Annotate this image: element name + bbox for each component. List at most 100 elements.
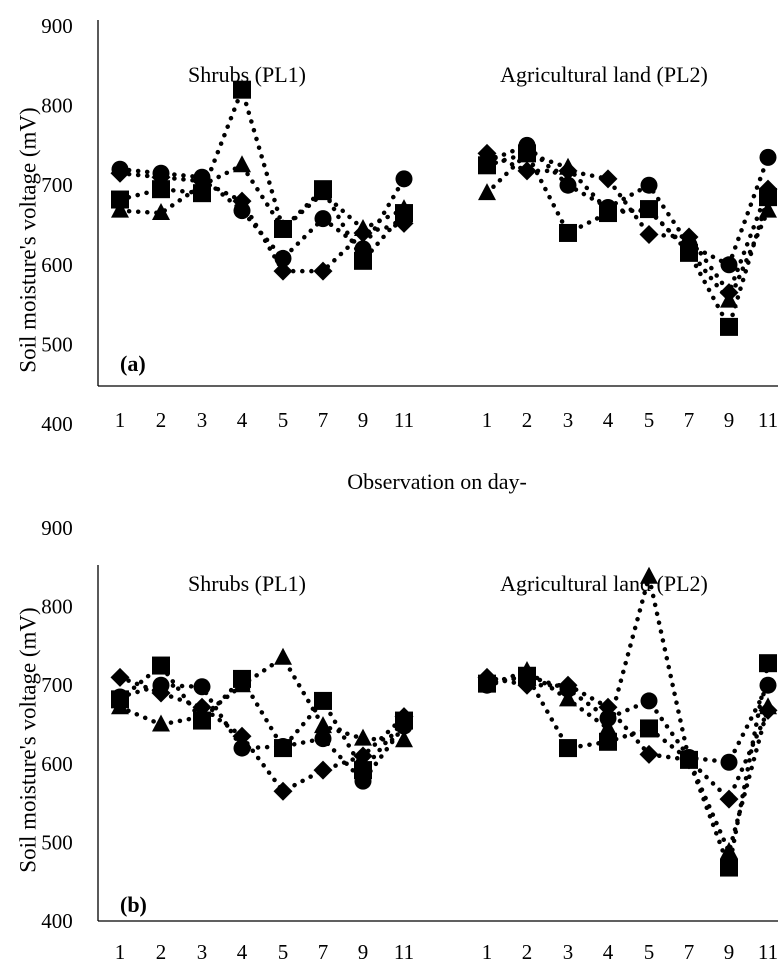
y-tick-label: 400	[41, 412, 73, 436]
group-title: Agricultural land (PL2)	[500, 62, 708, 87]
point-diamond	[719, 789, 739, 809]
point-square	[395, 711, 413, 730]
x-tick-label: 2	[522, 940, 533, 964]
x-tick-label: 1	[115, 408, 126, 432]
panel-label: (a)	[120, 351, 146, 376]
point-square	[152, 180, 170, 199]
point-square	[193, 711, 211, 730]
point-triangle	[314, 716, 332, 734]
point-triangle	[559, 689, 577, 707]
point-circle	[395, 170, 413, 188]
x-tick-label: 3	[563, 408, 574, 432]
x-tick-label: 3	[197, 408, 208, 432]
x-tick-label: 1	[482, 940, 493, 964]
x-axis-label: Observation on day-	[347, 469, 527, 494]
point-diamond	[639, 225, 659, 245]
point-diamond	[639, 744, 659, 764]
x-tick-label: 11	[758, 940, 778, 964]
point-triangle	[152, 203, 170, 221]
series-line-triangle	[484, 576, 771, 859]
point-square	[233, 80, 251, 99]
group-title: Shrubs (PL1)	[188, 571, 306, 596]
series-line-circle	[117, 167, 407, 262]
point-square	[354, 251, 372, 270]
panel-label: (b)	[120, 892, 147, 917]
series-line-diamond	[117, 675, 407, 795]
point-square	[478, 674, 496, 693]
point-square	[274, 219, 292, 238]
point-square	[193, 184, 211, 203]
point-circle	[314, 730, 332, 748]
point-square	[599, 732, 617, 751]
x-tick-label: 11	[394, 940, 414, 964]
point-diamond	[151, 683, 171, 703]
chart-panel-a: 400 500 600 700 800 900 Soil moisture's voltag…	[15, 14, 778, 494]
y-tick-label: 700	[41, 673, 73, 697]
point-triangle	[274, 647, 292, 665]
point-square	[152, 656, 170, 675]
y-tick-label: 800	[41, 595, 73, 619]
series-line-square	[484, 150, 771, 333]
point-triangle	[720, 290, 738, 308]
group-agricultural-land-pl2: Agricultural land (PL2) 1 2 3 4 5 7 9 11	[477, 62, 778, 432]
chart-panel-b: 400 500 600 700 800 900 Soil moisture's voltag…	[15, 516, 778, 964]
point-diamond	[598, 697, 618, 717]
x-tick-label: 2	[156, 408, 167, 432]
y-tick-label: 700	[41, 173, 73, 197]
point-square	[354, 761, 372, 780]
point-triangle	[640, 566, 658, 584]
point-triangle	[111, 200, 129, 218]
point-triangle	[354, 728, 372, 746]
x-tick-label: 4	[237, 940, 248, 964]
point-triangle	[354, 218, 372, 236]
point-square	[680, 750, 698, 769]
y-tick-label: 600	[41, 752, 73, 776]
point-diamond	[232, 726, 252, 746]
point-triangle	[759, 200, 777, 218]
point-square	[759, 188, 777, 207]
point-diamond	[517, 161, 537, 181]
point-diamond	[353, 746, 373, 766]
x-tick-label: 4	[603, 940, 614, 964]
point-circle	[720, 753, 738, 771]
point-square	[111, 690, 129, 709]
point-square	[518, 666, 536, 685]
point-square	[599, 204, 617, 223]
y-axis-label: Soil moisture's voltage (mV)	[15, 107, 40, 372]
point-triangle	[599, 718, 617, 736]
point-triangle	[759, 697, 777, 715]
x-tick-label: 1	[482, 408, 493, 432]
x-tick-label: 11	[758, 408, 778, 432]
x-tick-label: 4	[237, 408, 248, 432]
y-tick-label: 600	[41, 253, 73, 277]
point-square	[720, 317, 738, 336]
point-diamond	[232, 191, 252, 211]
x-tick-label: 5	[278, 408, 289, 432]
point-circle	[314, 210, 332, 228]
point-triangle	[559, 157, 577, 175]
x-tick-label: 1	[115, 940, 126, 964]
point-diamond	[110, 163, 130, 183]
point-circle	[193, 678, 211, 696]
point-square	[640, 200, 658, 219]
point-diamond	[679, 227, 699, 247]
point-circle	[759, 148, 777, 166]
point-circle	[233, 202, 251, 220]
point-square	[274, 739, 292, 758]
point-square	[314, 691, 332, 710]
point-diamond	[110, 667, 130, 687]
point-square	[720, 858, 738, 877]
point-circle	[599, 709, 617, 727]
point-diamond	[273, 261, 293, 281]
x-tick-label: 2	[522, 408, 533, 432]
x-tick-label: 7	[684, 940, 695, 964]
y-tick-label: 500	[41, 830, 73, 854]
x-tick-label: 7	[318, 408, 329, 432]
x-tick-label: 9	[724, 940, 735, 964]
x-tick-label: 5	[644, 408, 655, 432]
x-tick-label: 9	[724, 408, 735, 432]
series-line-diamond	[484, 151, 771, 298]
point-square	[478, 156, 496, 175]
point-square	[233, 669, 251, 688]
point-square	[680, 243, 698, 262]
